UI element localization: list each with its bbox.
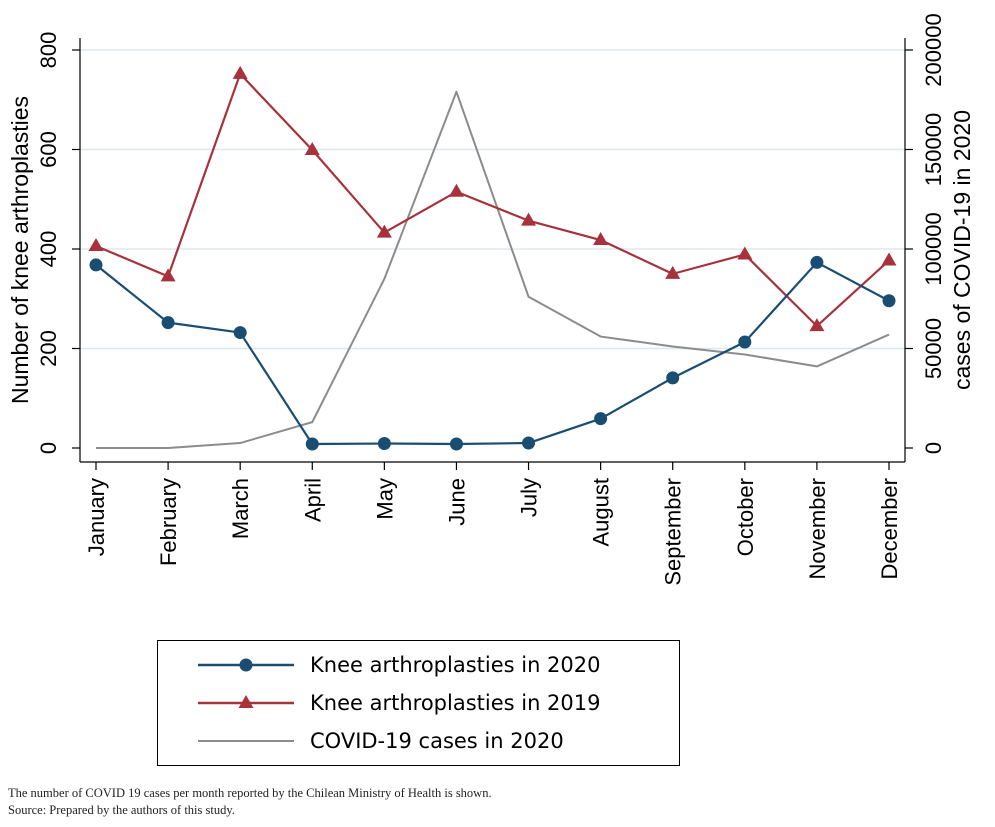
x-tick-label-october: October bbox=[733, 478, 758, 556]
point-knee-2019-march bbox=[232, 65, 248, 79]
left-tick-label-600: 600 bbox=[36, 131, 61, 168]
point-knee-2020-january bbox=[89, 258, 103, 272]
point-knee-2020-august bbox=[594, 412, 608, 426]
left-y-axis-title: Number of knee arthroplasties bbox=[7, 96, 33, 404]
point-knee-2019-june bbox=[448, 183, 464, 197]
point-knee-2020-november bbox=[810, 255, 824, 269]
point-knee-2019-december bbox=[881, 252, 897, 266]
point-knee-2019-november bbox=[809, 318, 825, 332]
x-tick-label-january: January bbox=[84, 478, 109, 556]
series-line-knee-2019 bbox=[95, 72, 890, 328]
x-tick-label-december: December bbox=[877, 478, 902, 579]
series-line-covid-2020 bbox=[96, 90, 890, 449]
point-knee-2020-july bbox=[522, 436, 536, 450]
point-knee-2019-april bbox=[304, 141, 320, 155]
right-tick-label-50000: 50000 bbox=[921, 318, 946, 379]
legend-item-knee-2019: Knee arthroplasties in 2019 bbox=[158, 689, 679, 719]
footnote-source: Source: Prepared by the authors of this … bbox=[8, 803, 235, 817]
ticks: 0 200 400 600 800 0 50000 100000 150000 200000 Jan… bbox=[36, 13, 946, 585]
x-tick-label-february: February bbox=[156, 478, 181, 566]
point-knee-2020-march bbox=[233, 326, 247, 340]
point-knee-2019-february bbox=[160, 268, 176, 282]
footnote-note: The number of COVID 19 cases per month r… bbox=[8, 786, 492, 800]
axes bbox=[79, 38, 906, 463]
legend-item-knee-2020: Knee arthroplasties in 2020 bbox=[158, 651, 679, 681]
x-tick-label-june: June bbox=[444, 478, 469, 526]
right-tick-label-200000: 200000 bbox=[921, 13, 946, 86]
point-knee-2020-december bbox=[882, 294, 896, 308]
x-tick-label-november: November bbox=[805, 478, 830, 579]
chart-legend: Knee arthroplasties in 2020 Knee arthrop… bbox=[157, 640, 680, 766]
legend-label-knee-2019: Knee arthroplasties in 2019 bbox=[310, 691, 601, 715]
dual-axis-line-chart: 0 200 400 600 800 0 50000 100000 150000 200000 Jan… bbox=[7, 13, 975, 585]
series-line-knee-2020 bbox=[95, 261, 890, 446]
x-tick-label-august: August bbox=[589, 478, 614, 547]
right-y-axis-title: cases of COVID-19 in 2020 bbox=[949, 110, 975, 390]
gridlines bbox=[80, 49, 905, 350]
point-knee-2019-may bbox=[376, 224, 392, 238]
left-tick-label-800: 800 bbox=[36, 32, 61, 69]
point-knee-2019-october bbox=[737, 246, 753, 260]
series bbox=[88, 65, 897, 451]
x-tick-label-may: May bbox=[372, 478, 397, 520]
left-tick-label-0: 0 bbox=[36, 442, 61, 454]
right-tick-label-0: 0 bbox=[921, 442, 946, 454]
point-knee-2020-june bbox=[449, 437, 463, 451]
right-tick-label-150000: 150000 bbox=[921, 113, 946, 186]
legend-item-covid-2020: COVID-19 cases in 2020 bbox=[158, 727, 679, 757]
legend-label-knee-2020: Knee arthroplasties in 2020 bbox=[310, 653, 601, 677]
point-knee-2020-february bbox=[161, 316, 175, 330]
point-knee-2019-january bbox=[88, 238, 104, 252]
x-tick-label-march: March bbox=[228, 478, 253, 539]
left-tick-label-200: 200 bbox=[36, 330, 61, 367]
x-tick-label-september: September bbox=[661, 478, 686, 586]
legend-label-covid-2020: COVID-19 cases in 2020 bbox=[310, 729, 564, 753]
x-tick-label-july: July bbox=[517, 478, 542, 517]
x-tick-label-april: April bbox=[300, 478, 325, 522]
point-knee-2019-july bbox=[521, 212, 537, 226]
right-tick-label-100000: 100000 bbox=[921, 212, 946, 285]
point-knee-2019-august bbox=[593, 232, 609, 246]
point-knee-2020-april bbox=[305, 437, 319, 451]
point-knee-2019-september bbox=[665, 265, 681, 279]
legend-swatch-knee-2019 bbox=[198, 695, 294, 708]
legend-swatch-knee-2020 bbox=[198, 658, 294, 672]
point-knee-2020-september bbox=[666, 371, 680, 385]
legend-swatch-covid-2020 bbox=[198, 740, 294, 742]
point-knee-2020-may bbox=[377, 437, 391, 451]
left-tick-label-400: 400 bbox=[36, 231, 61, 268]
point-knee-2020-october bbox=[738, 335, 752, 349]
